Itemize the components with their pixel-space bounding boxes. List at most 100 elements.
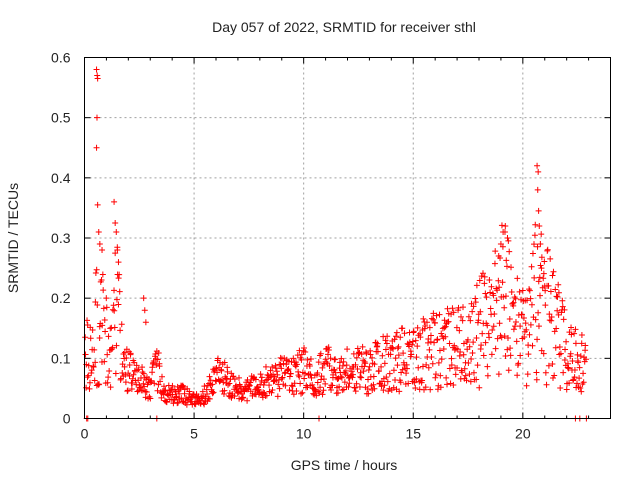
data-point [446, 365, 453, 372]
y-tick-label: 0 [63, 411, 71, 427]
data-point [399, 325, 406, 332]
data-point [546, 317, 553, 324]
data-point [521, 333, 528, 340]
data-point [564, 360, 571, 367]
data-point [257, 371, 264, 378]
y-tick-label: 0.6 [51, 50, 71, 66]
data-point [518, 311, 525, 318]
data-point [153, 362, 160, 369]
data-point [115, 259, 122, 266]
data-point [430, 316, 437, 323]
data-point [307, 355, 314, 362]
data-point [258, 374, 265, 381]
data-point [365, 366, 372, 373]
data-point [415, 364, 422, 371]
data-point [441, 324, 448, 331]
data-point [494, 335, 501, 342]
data-point [206, 373, 213, 380]
data-point [278, 365, 285, 372]
data-point [104, 379, 111, 386]
data-point [478, 342, 485, 349]
data-point [390, 384, 397, 391]
data-point [488, 283, 495, 290]
data-point [501, 333, 508, 340]
data-point [274, 371, 281, 378]
data-point [277, 361, 284, 368]
data-point [480, 352, 487, 359]
data-point [529, 342, 536, 349]
data-point [445, 318, 452, 325]
data-point [455, 304, 462, 311]
data-point [514, 372, 521, 379]
data-point [512, 323, 519, 330]
data-point [301, 345, 308, 352]
x-tick-label: 15 [405, 426, 421, 442]
data-point [272, 365, 279, 372]
data-point [281, 370, 288, 377]
data-point [338, 355, 345, 362]
data-point [448, 355, 455, 362]
data-point [353, 380, 360, 387]
data-point [397, 334, 404, 341]
data-point [537, 262, 544, 269]
data-point [250, 375, 257, 382]
data-point [578, 332, 585, 339]
data-point [334, 376, 341, 383]
data-point [470, 339, 477, 346]
data-point [141, 307, 148, 314]
x-tick-label: 20 [515, 426, 531, 442]
data-point [379, 352, 386, 359]
x-axis-label: GPS time / hours [291, 457, 398, 473]
data-point [449, 305, 456, 312]
data-point [479, 330, 486, 337]
data-point [527, 295, 534, 302]
data-point [531, 274, 538, 281]
data-point [428, 315, 435, 322]
data-point [568, 324, 575, 331]
data-point [84, 374, 91, 381]
data-point [293, 387, 300, 394]
data-point [506, 248, 513, 255]
data-point [482, 339, 489, 346]
data-point [547, 288, 554, 295]
data-point [353, 354, 360, 361]
data-point [540, 350, 547, 357]
data-point [422, 384, 429, 391]
data-point [534, 186, 541, 193]
data-point [344, 346, 351, 353]
data-point [115, 301, 122, 308]
data-point [404, 365, 411, 372]
data-point [535, 323, 542, 330]
data-point [460, 340, 467, 347]
data-point [93, 266, 100, 273]
data-point [266, 382, 273, 389]
data-point [370, 381, 377, 388]
data-point [88, 367, 95, 374]
data-point [403, 370, 410, 377]
data-point [322, 380, 329, 387]
data-point [475, 317, 482, 324]
data-point [423, 319, 430, 326]
data-point [541, 283, 548, 290]
data-point [100, 305, 107, 312]
data-point [126, 373, 133, 380]
data-point [389, 344, 396, 351]
data-point [411, 379, 418, 386]
data-point [349, 371, 356, 378]
data-point [209, 381, 216, 388]
data-point [506, 315, 513, 322]
data-point [212, 365, 219, 372]
data-point [576, 364, 583, 371]
data-point [550, 268, 557, 275]
data-point [118, 321, 125, 328]
data-point [512, 318, 519, 325]
data-point [516, 288, 523, 295]
data-point [528, 263, 535, 270]
data-point [413, 375, 420, 382]
data-point [91, 377, 98, 384]
data-point [414, 343, 421, 350]
data-point [487, 289, 494, 296]
data-point [484, 322, 491, 329]
data-point [390, 367, 397, 374]
data-point [314, 379, 321, 386]
